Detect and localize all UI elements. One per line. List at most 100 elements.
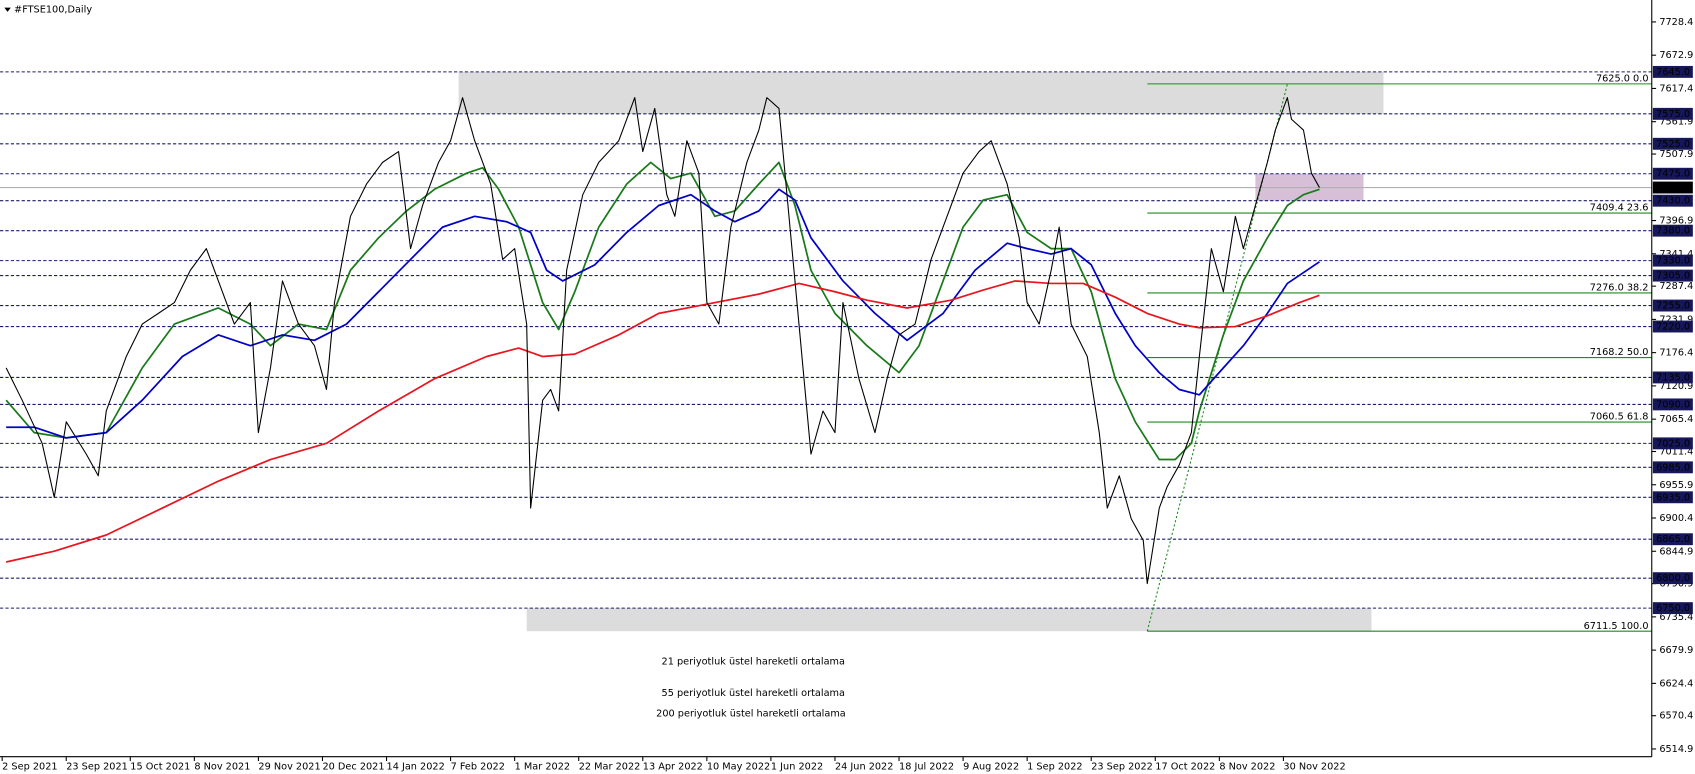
y-tick-label: 6514.9 [1659, 744, 1693, 755]
level-tag [1652, 269, 1693, 282]
y-tick-label: 6735.4 [1659, 612, 1693, 623]
legend-label: 21 periyotluk üstel hareketli ortalama [662, 657, 845, 668]
current-price-tag [1652, 181, 1693, 194]
level-tag [1652, 320, 1693, 333]
level-tag [1652, 254, 1693, 267]
level-label: 7255.0 [1656, 301, 1690, 312]
fib-label: 7625.0 0.0 [1596, 73, 1649, 84]
x-tick-label: 2 Sep 2021 [2, 761, 57, 772]
level-tag [1652, 137, 1693, 150]
fib-trendline [1146, 83, 1288, 632]
level-label: 6935.0 [1656, 492, 1690, 503]
level-tag [1652, 224, 1693, 237]
x-tick-label: 23 Sep 2021 [66, 761, 128, 772]
zone [458, 71, 1384, 114]
level-tag [1652, 167, 1693, 180]
level-label: 7380.0 [1656, 226, 1690, 237]
level-tag [1652, 602, 1693, 615]
y-tick-label: 7672.9 [1659, 50, 1693, 61]
level-label: 7475.0 [1656, 169, 1690, 180]
y-tick-label: 6844.9 [1659, 546, 1693, 557]
y-tick-label: 7176.4 [1659, 348, 1693, 359]
title-icon [4, 7, 11, 12]
y-tick-label: 7011.4 [1659, 447, 1693, 458]
moving-average-line [5, 280, 1320, 563]
y-tick-label: 7287.4 [1659, 281, 1693, 292]
x-tick-label: 1 Jun 2022 [771, 761, 823, 772]
x-tick-label: 7 Feb 2022 [451, 761, 505, 772]
level-tag [1652, 533, 1693, 546]
zone [526, 608, 1372, 632]
x-tick-label: 23 Sep 2022 [1091, 761, 1153, 772]
x-tick-label: 8 Nov 2022 [1219, 761, 1275, 772]
level-tag [1652, 572, 1693, 585]
fib-label: 7276.0 38.2 [1590, 283, 1649, 294]
level-tag [1652, 299, 1693, 312]
x-tick-label: 20 Dec 2021 [322, 761, 384, 772]
y-tick-label: 7396.9 [1659, 216, 1693, 227]
legend-label: 200 periyotluk üstel hareketli ortalama [656, 708, 846, 719]
y-tick-label: 6570.4 [1659, 711, 1693, 722]
x-tick-label: 8 Nov 2021 [194, 761, 250, 772]
level-tag [1652, 107, 1693, 120]
chart-title: #FTSE100,Daily [14, 5, 92, 16]
moving-average-line [6, 188, 1320, 439]
y-tick-label: 6790.9 [1659, 579, 1693, 590]
level-label: 6750.0 [1656, 603, 1690, 614]
y-tick-label: 6955.9 [1659, 480, 1693, 491]
level-label: 6800.0 [1656, 573, 1690, 584]
x-tick-label: 1 Mar 2022 [515, 761, 570, 772]
level-label: 7305.0 [1656, 271, 1690, 282]
x-tick-label: 10 May 2022 [707, 761, 770, 772]
x-tick-label: 15 Oct 2021 [130, 761, 190, 772]
y-tick-label: 7561.9 [1659, 117, 1693, 128]
level-label: 6985.0 [1656, 462, 1690, 473]
level-label: 7025.0 [1656, 438, 1690, 449]
level-tag [1652, 398, 1693, 411]
x-tick-label: 14 Jan 2022 [387, 761, 445, 772]
y-tick-label: 7065.4 [1659, 414, 1693, 425]
x-tick-label: 22 Mar 2022 [579, 761, 641, 772]
x-tick-label: 9 Aug 2022 [963, 761, 1019, 772]
fib-label: 6711.5 100.0 [1584, 621, 1649, 632]
level-tag [1652, 65, 1693, 78]
level-label: 7575.0 [1656, 109, 1690, 120]
x-tick-label: 1 Sep 2022 [1027, 761, 1082, 772]
fib-label: 7060.5 61.8 [1590, 412, 1649, 423]
y-tick-label: 7728.4 [1659, 17, 1693, 28]
y-tick-label: 7617.4 [1659, 83, 1693, 94]
level-tag [1652, 437, 1693, 450]
level-label: 7430.0 [1656, 196, 1690, 207]
x-tick-label: 29 Nov 2021 [258, 761, 320, 772]
fib-label: 7168.2 50.0 [1590, 347, 1649, 358]
x-tick-label: 30 Nov 2022 [1283, 761, 1345, 772]
x-tick-label: 18 Jul 2022 [899, 761, 954, 772]
level-label: 7525.0 [1656, 139, 1690, 150]
level-tag [1652, 194, 1693, 207]
level-label: 7330.0 [1656, 256, 1690, 267]
level-label: 7645.0 [1656, 67, 1690, 78]
level-tag [1652, 491, 1693, 504]
level-label: 6865.0 [1656, 534, 1690, 545]
current-price-label: 7452.0 [1656, 183, 1690, 194]
x-tick-label: 17 Oct 2022 [1155, 761, 1215, 772]
level-tag [1652, 371, 1693, 384]
level-tag [1652, 461, 1693, 474]
y-tick-label: 6900.4 [1659, 513, 1693, 524]
y-tick-label: 6624.4 [1659, 678, 1693, 689]
y-tick-label: 7507.9 [1659, 149, 1693, 160]
y-tick-label: 7341.4 [1659, 249, 1693, 260]
level-label: 7090.0 [1656, 399, 1690, 410]
level-label: 7135.0 [1656, 372, 1690, 383]
legend-label: 55 periyotluk üstel hareketli ortalama [662, 688, 845, 699]
x-tick-label: 24 Jun 2022 [835, 761, 893, 772]
y-tick-label: 6679.9 [1659, 645, 1693, 656]
fib-label: 7409.4 23.6 [1590, 203, 1649, 214]
y-tick-label: 7120.9 [1659, 381, 1693, 392]
y-tick-label: 7231.9 [1659, 314, 1693, 325]
x-tick-label: 13 Apr 2022 [643, 761, 703, 772]
price-line [5, 97, 1320, 585]
